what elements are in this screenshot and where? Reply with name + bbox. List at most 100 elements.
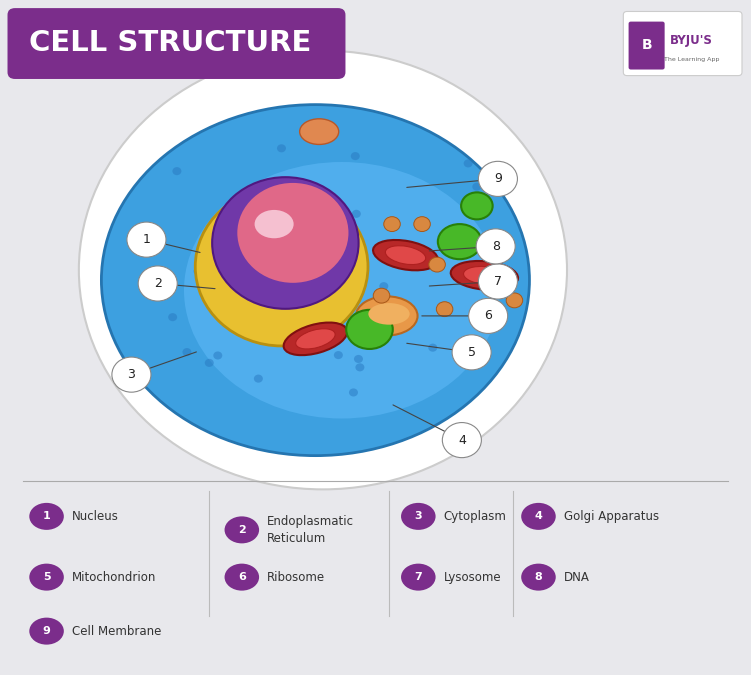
Text: Ribosome: Ribosome bbox=[267, 570, 325, 584]
Ellipse shape bbox=[225, 564, 259, 591]
Ellipse shape bbox=[438, 224, 481, 259]
Text: BYJU'S: BYJU'S bbox=[670, 34, 713, 47]
Circle shape bbox=[355, 363, 364, 371]
Circle shape bbox=[277, 144, 286, 153]
Text: Golgi Apparatus: Golgi Apparatus bbox=[564, 510, 659, 523]
Circle shape bbox=[349, 388, 358, 396]
Circle shape bbox=[442, 423, 481, 458]
Circle shape bbox=[414, 217, 430, 232]
Text: Endoplasmatic
Reticulum: Endoplasmatic Reticulum bbox=[267, 515, 354, 545]
Circle shape bbox=[138, 266, 177, 301]
Text: 2: 2 bbox=[238, 525, 246, 535]
Text: 5: 5 bbox=[468, 346, 475, 359]
Circle shape bbox=[379, 282, 388, 290]
Ellipse shape bbox=[521, 564, 556, 591]
Circle shape bbox=[351, 152, 360, 160]
Text: 9: 9 bbox=[494, 172, 502, 186]
Ellipse shape bbox=[521, 503, 556, 530]
Circle shape bbox=[127, 222, 166, 257]
Circle shape bbox=[476, 229, 515, 264]
Circle shape bbox=[250, 302, 259, 310]
Text: 4: 4 bbox=[535, 512, 542, 521]
Circle shape bbox=[112, 357, 151, 392]
Ellipse shape bbox=[373, 240, 438, 270]
Circle shape bbox=[182, 348, 192, 356]
Circle shape bbox=[373, 288, 390, 303]
Circle shape bbox=[254, 375, 263, 383]
Ellipse shape bbox=[401, 503, 436, 530]
Circle shape bbox=[463, 159, 472, 167]
Text: 1: 1 bbox=[143, 233, 150, 246]
Ellipse shape bbox=[356, 296, 418, 335]
Ellipse shape bbox=[237, 183, 348, 283]
Circle shape bbox=[478, 264, 517, 299]
Text: DNA: DNA bbox=[564, 570, 590, 584]
Ellipse shape bbox=[213, 178, 359, 309]
Ellipse shape bbox=[346, 310, 393, 349]
Ellipse shape bbox=[369, 303, 410, 325]
Circle shape bbox=[296, 323, 305, 331]
Circle shape bbox=[254, 259, 263, 267]
Circle shape bbox=[205, 359, 214, 367]
Text: Cytoplasm: Cytoplasm bbox=[444, 510, 507, 523]
Text: 8: 8 bbox=[492, 240, 499, 253]
Text: 6: 6 bbox=[238, 572, 246, 582]
Text: B: B bbox=[641, 38, 652, 52]
Circle shape bbox=[79, 51, 567, 489]
Circle shape bbox=[194, 267, 203, 275]
Circle shape bbox=[354, 355, 363, 363]
Ellipse shape bbox=[195, 188, 368, 346]
Circle shape bbox=[469, 298, 508, 333]
Ellipse shape bbox=[385, 246, 426, 265]
Text: The Learning App: The Learning App bbox=[664, 57, 719, 62]
Text: 7: 7 bbox=[494, 275, 502, 288]
Ellipse shape bbox=[101, 105, 529, 456]
Text: 2: 2 bbox=[154, 277, 161, 290]
Circle shape bbox=[474, 192, 483, 200]
Circle shape bbox=[495, 237, 511, 252]
Ellipse shape bbox=[29, 503, 64, 530]
Text: 5: 5 bbox=[43, 572, 50, 582]
Circle shape bbox=[219, 262, 228, 270]
Text: 6: 6 bbox=[484, 309, 492, 323]
Circle shape bbox=[452, 335, 491, 370]
Circle shape bbox=[334, 351, 343, 359]
Circle shape bbox=[384, 217, 400, 232]
Circle shape bbox=[239, 222, 248, 230]
Text: Cell Membrane: Cell Membrane bbox=[72, 624, 161, 638]
Circle shape bbox=[351, 210, 360, 218]
FancyBboxPatch shape bbox=[623, 11, 742, 76]
Circle shape bbox=[213, 352, 222, 360]
Circle shape bbox=[173, 167, 182, 176]
Circle shape bbox=[256, 261, 265, 269]
Circle shape bbox=[429, 257, 445, 272]
Circle shape bbox=[506, 293, 523, 308]
Text: 4: 4 bbox=[458, 433, 466, 447]
Circle shape bbox=[395, 240, 404, 248]
Ellipse shape bbox=[461, 192, 493, 219]
Circle shape bbox=[478, 161, 517, 196]
Ellipse shape bbox=[255, 210, 294, 238]
Ellipse shape bbox=[225, 516, 259, 543]
Circle shape bbox=[436, 302, 453, 317]
Ellipse shape bbox=[29, 618, 64, 645]
Text: 3: 3 bbox=[128, 368, 135, 381]
Ellipse shape bbox=[184, 162, 499, 418]
Text: 3: 3 bbox=[415, 512, 422, 521]
Text: Nucleus: Nucleus bbox=[72, 510, 119, 523]
FancyBboxPatch shape bbox=[8, 8, 345, 79]
Text: 7: 7 bbox=[415, 572, 422, 582]
Text: 9: 9 bbox=[43, 626, 50, 636]
Text: CELL STRUCTURE: CELL STRUCTURE bbox=[29, 29, 311, 57]
Circle shape bbox=[472, 183, 481, 191]
Ellipse shape bbox=[451, 261, 518, 290]
Ellipse shape bbox=[300, 119, 339, 144]
Text: 1: 1 bbox=[43, 512, 50, 521]
FancyBboxPatch shape bbox=[629, 22, 665, 70]
Ellipse shape bbox=[296, 329, 335, 349]
Ellipse shape bbox=[463, 267, 505, 284]
Ellipse shape bbox=[284, 323, 347, 355]
Text: 8: 8 bbox=[535, 572, 542, 582]
Circle shape bbox=[304, 189, 313, 197]
Text: Mitochondrion: Mitochondrion bbox=[72, 570, 156, 584]
